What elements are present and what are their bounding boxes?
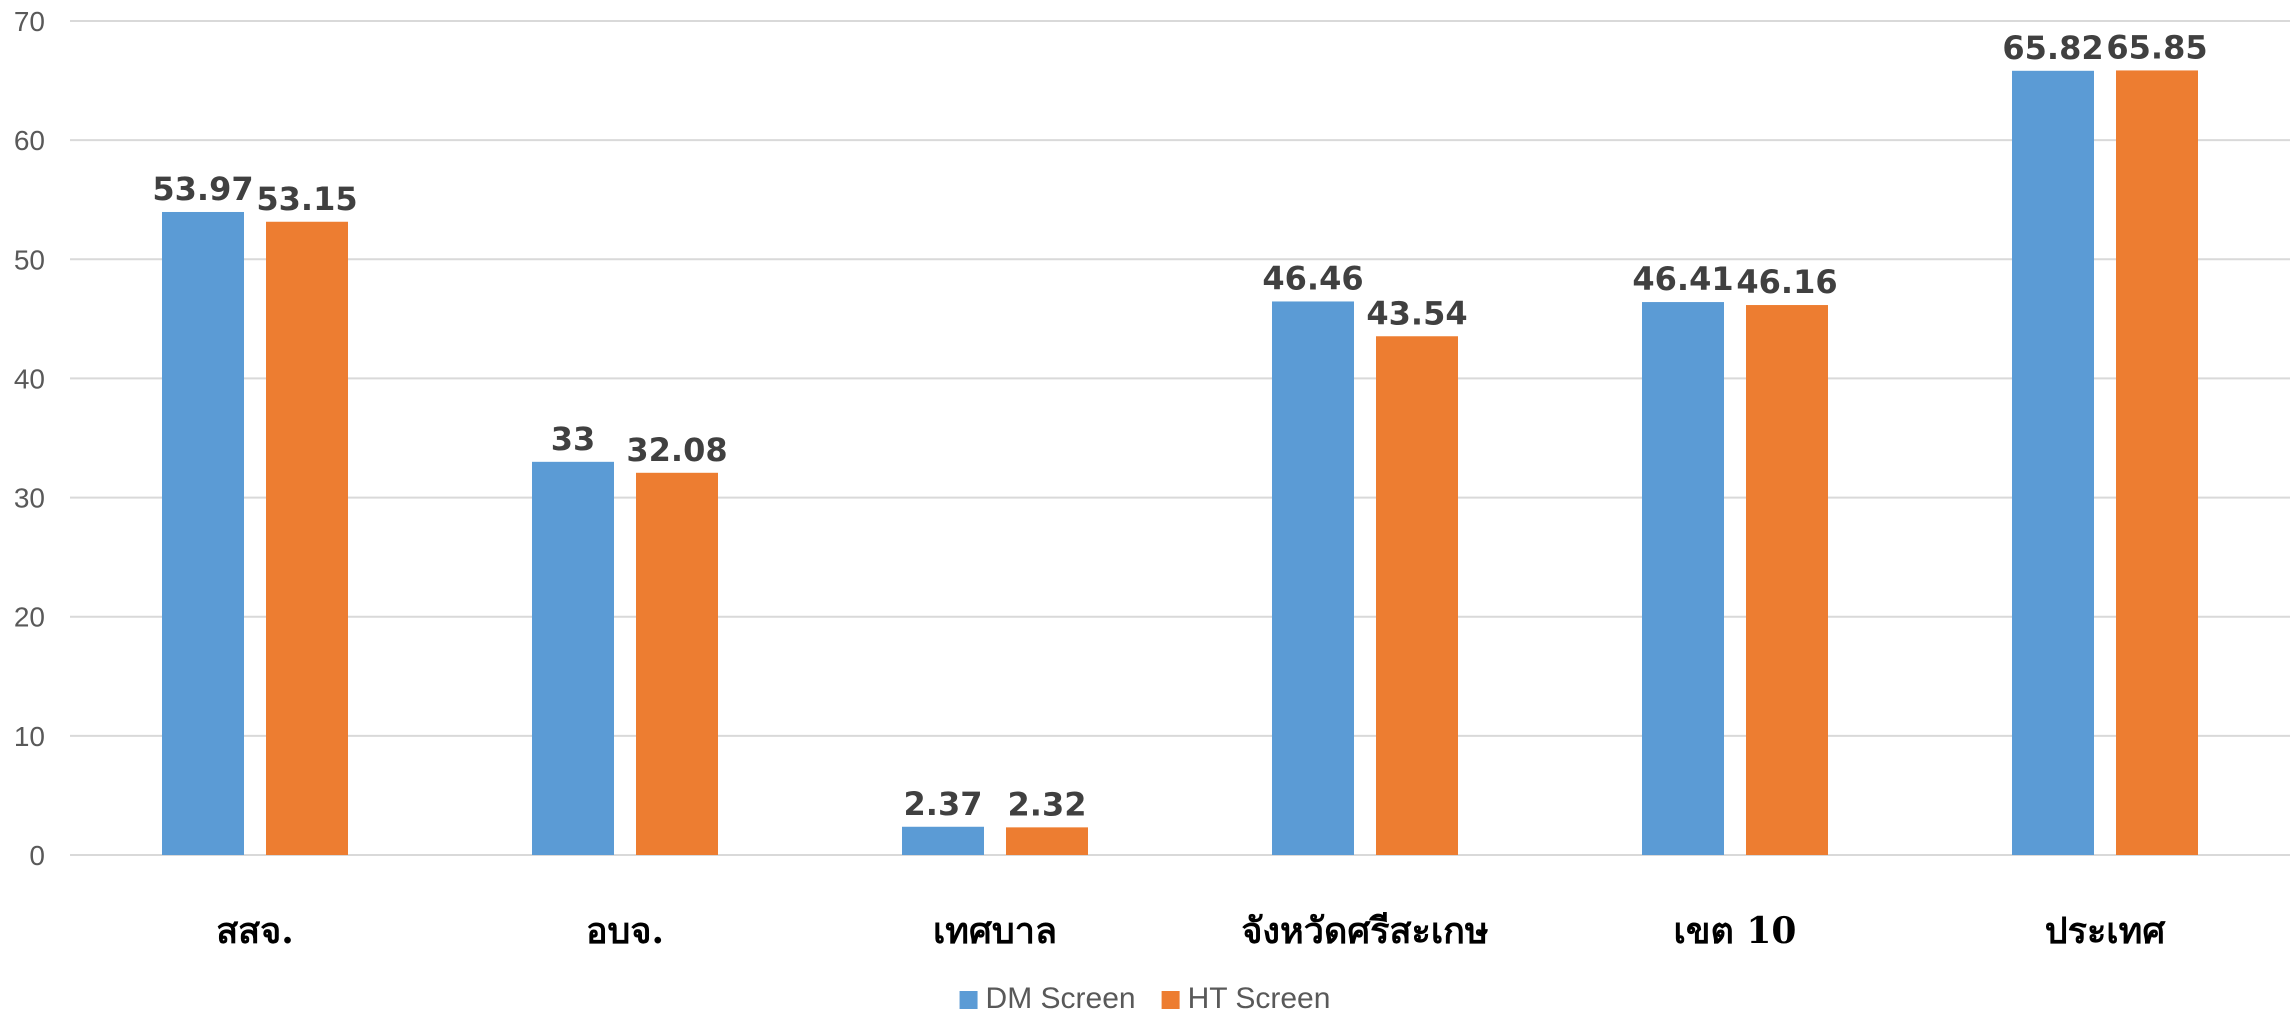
data-label: 33	[551, 420, 596, 458]
data-label: 65.85	[2106, 28, 2207, 66]
data-label: 53.15	[256, 180, 357, 218]
y-tick-label: 50	[14, 244, 45, 275]
y-tick-label: 30	[14, 483, 45, 514]
data-label: 53.97	[152, 170, 253, 208]
legend-label: HT Screen	[1188, 982, 1331, 1015]
data-label: 46.16	[1736, 263, 1837, 301]
data-label: 32.08	[626, 431, 727, 469]
legend-item: DM Screen	[959, 982, 1136, 1015]
legend-item: HT Screen	[1161, 982, 1331, 1015]
legend-swatch	[959, 991, 978, 1009]
bars	[162, 70, 2198, 856]
data-label: 46.41	[1632, 260, 1733, 298]
y-tick-label: 60	[14, 125, 45, 156]
y-tick-label: 0	[29, 840, 45, 871]
x-tick-label: ประเทศ	[2045, 910, 2167, 952]
y-tick-label: 40	[14, 363, 45, 394]
bar	[532, 461, 614, 855]
bar	[1272, 301, 1354, 855]
legend-swatch	[1161, 991, 1180, 1009]
bar	[1746, 305, 1828, 855]
bar	[2012, 70, 2094, 856]
bar	[2116, 70, 2198, 856]
bar	[636, 472, 718, 855]
data-label: 46.46	[1262, 259, 1363, 297]
data-label: 2.32	[1008, 785, 1087, 823]
bar	[902, 826, 984, 855]
bar	[266, 221, 348, 855]
legend: DM Screen HT Screen	[959, 982, 1331, 1015]
data-label: 65.82	[2002, 29, 2103, 67]
y-axis-ticks: 0 10 20 30 40 50 60 70	[14, 6, 45, 871]
y-tick-label: 70	[14, 6, 45, 37]
bar	[1006, 827, 1088, 855]
x-tick-label: สสจ.	[216, 910, 294, 952]
x-axis-ticks: สสจ. อบจ. เทศบาล จังหวัดศรีสะเกษ เขต 10 ประเท…	[216, 910, 2166, 952]
bar	[1642, 302, 1724, 856]
gridlines	[70, 20, 2290, 856]
x-tick-label: จังหวัดศรีสะเกษ	[1241, 910, 1488, 952]
x-tick-label: อบจ.	[586, 910, 664, 952]
legend-label: DM Screen	[986, 982, 1136, 1015]
data-label: 43.54	[1366, 294, 1467, 332]
y-tick-label: 20	[14, 602, 45, 633]
x-tick-label: เทศบาล	[933, 910, 1057, 952]
y-tick-label: 10	[14, 721, 45, 752]
bar	[1376, 336, 1458, 855]
bar	[162, 211, 244, 856]
data-label: 2.37	[904, 785, 983, 823]
x-tick-label: เขต 10	[1674, 910, 1797, 952]
